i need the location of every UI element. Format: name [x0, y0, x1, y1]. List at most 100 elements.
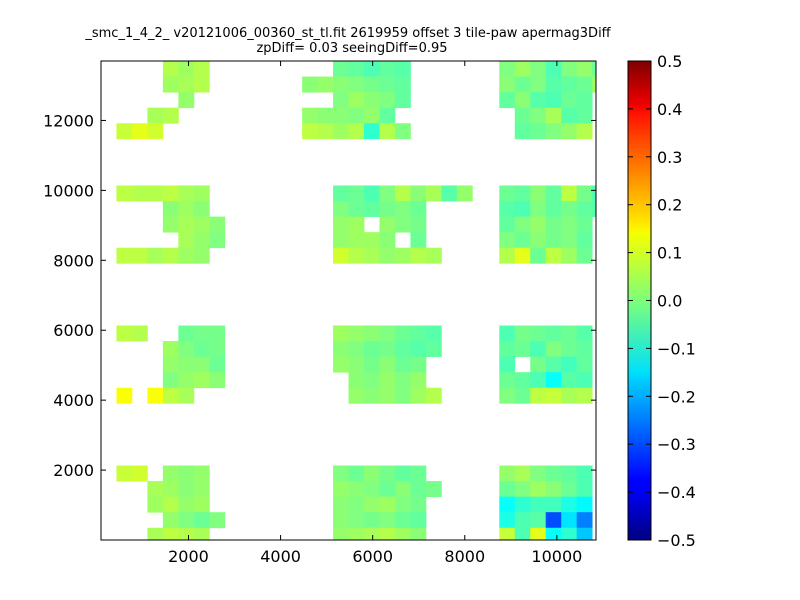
heatmap-cell: [209, 325, 226, 342]
heatmap-cell: [364, 325, 380, 342]
heatmap-cell: [116, 123, 133, 140]
heatmap-cell: [131, 247, 148, 264]
heatmap-cell: [530, 465, 547, 482]
heatmap-cell: [456, 185, 473, 202]
heatmap-cell: [364, 185, 380, 202]
heatmap-cell: [576, 76, 593, 93]
heatmap-cell: [364, 527, 380, 541]
heatmap-cell: [514, 232, 531, 249]
plot-frame: [100, 60, 597, 541]
heatmap-cell: [147, 123, 164, 140]
heatmap-cell: [394, 247, 411, 264]
heatmap-cell: [348, 185, 365, 202]
heatmap-cell: [514, 325, 531, 342]
heatmap-cell: [348, 107, 365, 124]
heatmap-cell: [209, 341, 226, 358]
heatmap-cell: [131, 325, 148, 342]
heatmap-cell: [499, 247, 516, 264]
heatmap-cell: [514, 123, 531, 140]
heatmap-cell: [379, 247, 396, 264]
heatmap-cell: [379, 527, 396, 541]
heatmap-cell: [178, 496, 195, 513]
heatmap-cell: [394, 92, 411, 109]
x-tick-label: 10000: [531, 547, 582, 566]
heatmap-cell: [410, 201, 427, 217]
heatmap-cell: [530, 232, 547, 249]
heatmap-cell: [364, 232, 380, 249]
heatmap-cell: [364, 481, 380, 498]
heatmap-cell: [147, 527, 164, 541]
heatmap-cell: [530, 61, 547, 77]
heatmap-cell: [410, 465, 427, 482]
heatmap-cell: [162, 387, 179, 404]
colorbar-tick-label: −0.5: [657, 531, 696, 550]
heatmap-cell: [499, 527, 516, 541]
y-tick-label: 12000: [43, 111, 94, 130]
heatmap-cell: [561, 527, 578, 541]
heatmap-cell: [576, 356, 593, 373]
heatmap-cell: [193, 232, 210, 249]
heatmap-cell: [394, 512, 411, 529]
heatmap-cell: [514, 76, 531, 93]
heatmap-cell: [425, 387, 442, 404]
heatmap-cell: [162, 185, 179, 202]
heatmap-cell: [162, 201, 179, 217]
heatmap-cell: [178, 387, 195, 404]
heatmap-cell: [561, 232, 578, 249]
heatmap-cell: [576, 92, 593, 109]
heatmap-cell: [425, 481, 442, 498]
heatmap-cell: [561, 201, 578, 217]
heatmap-cell: [348, 496, 365, 513]
heatmap-cell: [410, 341, 427, 358]
heatmap-cell: [178, 232, 195, 249]
heatmap-cell: [379, 512, 396, 529]
heatmap-cell: [364, 123, 380, 140]
heatmap-cell: [333, 527, 349, 541]
heatmap-cell: [576, 481, 593, 498]
heatmap-cell: [333, 76, 349, 93]
heatmap-cell: [162, 76, 179, 93]
heatmap-cell: [530, 496, 547, 513]
heatmap-cell: [561, 496, 578, 513]
heatmap-cell: [545, 387, 562, 404]
heatmap-cell: [410, 232, 427, 249]
heatmap-cell: [576, 512, 593, 529]
heatmap-cell: [545, 512, 562, 529]
heatmap-cell: [379, 185, 396, 202]
heatmap-cell: [209, 372, 226, 389]
heatmap-cell: [394, 325, 411, 342]
heatmap-cell: [333, 341, 349, 358]
heatmap-cell: [379, 232, 396, 249]
heatmap-cell: [530, 527, 547, 541]
heatmap-cell: [302, 123, 318, 140]
heatmap-cell: [364, 356, 380, 373]
heatmap-cell: [193, 76, 210, 93]
heatmap-cell: [545, 481, 562, 498]
heatmap-cell: [193, 185, 210, 202]
heatmap-cell: [561, 216, 578, 233]
heatmap-cell: [178, 481, 195, 498]
heatmap-cell: [545, 465, 562, 482]
heatmap-cell: [514, 92, 531, 109]
heatmap-cell: [379, 325, 396, 342]
plot-area: [101, 61, 596, 540]
heatmap-cell: [317, 123, 334, 140]
heatmap-cell: [333, 107, 349, 124]
heatmap-cell: [147, 107, 164, 124]
heatmap-cell: [576, 325, 593, 342]
heatmap-cell: [364, 61, 380, 77]
colorbar-tick-label: 0.5: [657, 52, 682, 71]
heatmap-cell: [561, 481, 578, 498]
heatmap-cell: [147, 185, 164, 202]
heatmap-cell: [131, 123, 148, 140]
heatmap-cell: [425, 185, 442, 202]
heatmap-cell: [333, 232, 349, 249]
heatmap-cell: [193, 201, 210, 217]
heatmap-cell: [425, 247, 442, 264]
heatmap-cell: [364, 341, 380, 358]
heatmap-cell: [410, 481, 427, 498]
heatmap-cell: [394, 76, 411, 93]
heatmap-cell: [162, 496, 179, 513]
heatmap-cell: [178, 356, 195, 373]
heatmap-cell: [530, 92, 547, 109]
